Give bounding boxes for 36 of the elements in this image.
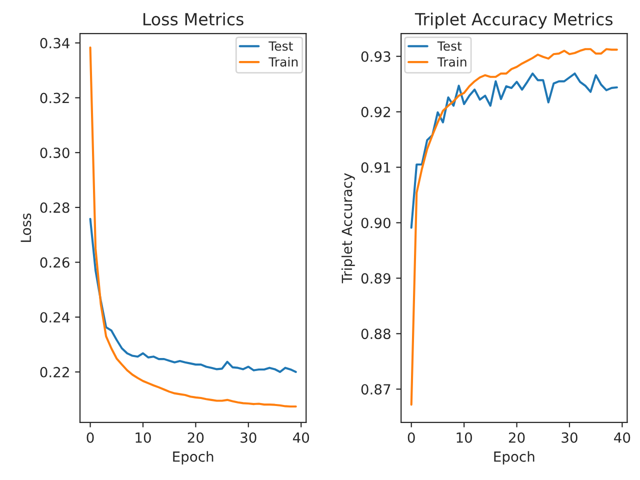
y-tick-label: 0.90	[361, 218, 390, 228]
y-tick-label: 0.30	[40, 148, 70, 158]
y-tick-label: 0.34	[40, 38, 70, 48]
x-tick-label: 0	[408, 432, 415, 443]
legend-label: Train	[437, 56, 466, 67]
x-tick-label: 40	[614, 432, 630, 443]
y-tick-label: 0.32	[40, 92, 69, 104]
x-tick-label: 10	[456, 432, 472, 443]
y-tick-label: 0.89	[361, 273, 390, 284]
y-tick-label: 0.87	[361, 384, 390, 395]
x-tick-label: 0	[86, 432, 94, 443]
y-tick-label: 0.88	[361, 328, 390, 340]
x-tick-label: 20	[188, 432, 204, 443]
y-axis-title: Triplet Accuracy	[341, 173, 355, 284]
chart-title: Triplet Accuracy Metrics	[414, 12, 613, 29]
x-tick-label: 10	[136, 432, 151, 443]
y-tick-label: 0.26	[40, 257, 70, 268]
x-tick-label: 30	[562, 432, 578, 443]
legend-label: Test	[437, 41, 462, 51]
x-axis-title: Epoch	[173, 451, 214, 465]
chart-title: Loss Metrics	[144, 12, 244, 26]
x-tick-label: 40	[292, 432, 310, 443]
line-series	[410, 72, 618, 229]
y-tick-label: 0.91	[361, 162, 390, 173]
y-tick-label: 0.22	[40, 366, 69, 378]
legend-label: Train	[268, 56, 298, 67]
y-axis-title: Loss	[20, 213, 32, 242]
x-axis-title: Epoch	[494, 451, 534, 465]
y-tick-label: 0.24	[40, 312, 70, 323]
y-tick-label: 0.92	[361, 106, 390, 118]
line-series	[89, 218, 297, 373]
legend-label: Test	[268, 41, 293, 51]
y-tick-label: 0.93	[361, 51, 390, 62]
y-tick-label: 0.28	[40, 202, 70, 213]
x-tick-label: 30	[240, 432, 256, 443]
x-tick-label: 20	[508, 432, 525, 443]
